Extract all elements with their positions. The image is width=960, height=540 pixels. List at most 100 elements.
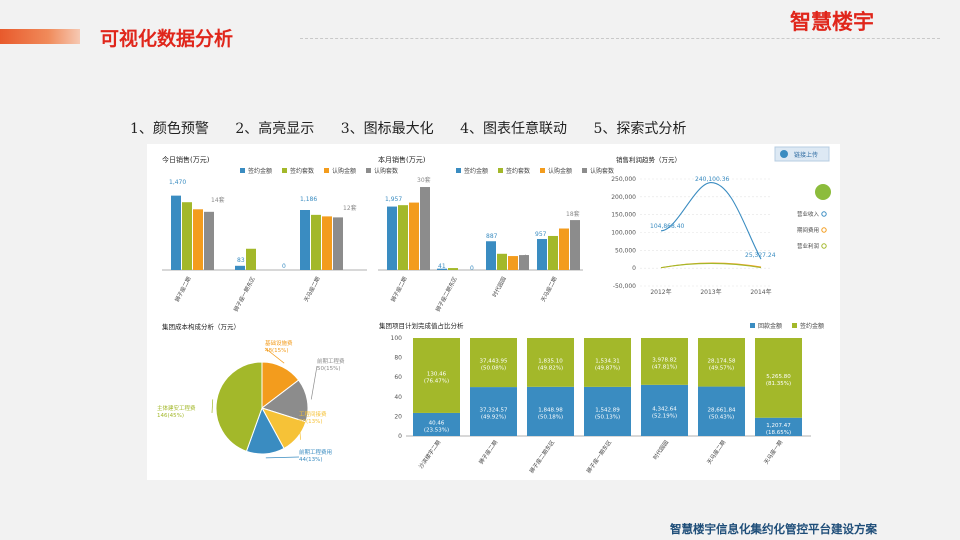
feature-item: 2、高亮显示 bbox=[235, 121, 315, 137]
legend-swatch bbox=[750, 323, 755, 328]
page-title: 可视化数据分析 bbox=[100, 28, 234, 50]
legend-label: 签约套数 bbox=[290, 167, 314, 175]
legend-marker[interactable] bbox=[821, 243, 827, 249]
data-label: 28,174.58 bbox=[708, 358, 736, 364]
x-tick-label: 2014年 bbox=[750, 288, 771, 296]
pie-slice-value: 146(45%) bbox=[157, 413, 184, 419]
legend-label: 认购套数 bbox=[590, 167, 614, 175]
series-line[interactable] bbox=[660, 181, 762, 260]
x-tick-label: 时代园园 bbox=[490, 275, 508, 299]
bar[interactable] bbox=[193, 209, 203, 270]
bar[interactable] bbox=[300, 210, 310, 270]
pie-slice[interactable] bbox=[215, 361, 263, 452]
bar[interactable] bbox=[497, 253, 507, 270]
data-label: 130.46 bbox=[427, 371, 447, 377]
upload-button[interactable] bbox=[774, 146, 830, 162]
legend-swatch bbox=[582, 168, 587, 173]
bar[interactable] bbox=[486, 241, 496, 270]
stacked-bar-segment[interactable] bbox=[470, 387, 517, 436]
bar[interactable] bbox=[235, 265, 245, 270]
legend-label: 营业利润 bbox=[797, 242, 820, 250]
pie-slice-value: 40(13%) bbox=[299, 419, 323, 425]
bar[interactable] bbox=[311, 214, 321, 270]
y-tick-label: 40 bbox=[394, 394, 402, 401]
stacked-bar-segment[interactable] bbox=[527, 338, 574, 387]
bar[interactable] bbox=[437, 268, 447, 270]
x-tick-label: 狮子座二期 bbox=[173, 275, 193, 303]
x-tick-label: 时代园园 bbox=[651, 438, 670, 461]
legend-marker[interactable] bbox=[821, 211, 827, 217]
stacked-bar-segment[interactable] bbox=[584, 386, 631, 436]
stacked-bar-segment[interactable] bbox=[527, 386, 574, 436]
feature-item: 4、图表任意联动 bbox=[460, 121, 568, 137]
bar[interactable] bbox=[398, 205, 408, 270]
y-tick-label: 60 bbox=[394, 374, 402, 381]
data-label: 41 bbox=[438, 263, 446, 270]
data-label: (49.57%) bbox=[709, 365, 734, 371]
data-label: 957 bbox=[535, 231, 547, 238]
data-label: 1,534.31 bbox=[595, 358, 620, 364]
data-label: 12套 bbox=[343, 204, 357, 212]
bar[interactable] bbox=[204, 211, 214, 270]
bar[interactable] bbox=[559, 228, 569, 270]
data-label: 104,868.40 bbox=[650, 223, 685, 230]
data-label: (52.19%) bbox=[652, 413, 677, 419]
data-label: 30套 bbox=[417, 176, 431, 184]
data-label: 887 bbox=[486, 233, 498, 240]
stacked-bar-segment[interactable] bbox=[470, 338, 517, 388]
legend-label: 期间费用 bbox=[797, 226, 819, 234]
stacked-bar-segment[interactable] bbox=[641, 384, 688, 436]
chart-title: 集团成本构成分析（万元） bbox=[162, 322, 240, 331]
bar[interactable] bbox=[548, 235, 558, 270]
pie-leader-line bbox=[265, 456, 300, 459]
bar[interactable] bbox=[448, 268, 458, 270]
stacked-bar-segment[interactable] bbox=[413, 412, 460, 436]
bar[interactable] bbox=[519, 255, 529, 270]
bar[interactable] bbox=[387, 206, 397, 270]
stacked-bar-segment[interactable] bbox=[641, 338, 688, 385]
y-tick-label: 250,000 bbox=[611, 176, 636, 183]
brand-logo-text: 智慧楼宇 bbox=[790, 9, 874, 34]
bar[interactable] bbox=[322, 216, 332, 270]
bar[interactable] bbox=[409, 202, 419, 270]
series-line[interactable] bbox=[660, 262, 762, 269]
y-tick-label: 100 bbox=[391, 335, 403, 342]
data-label: (76.47%) bbox=[424, 378, 449, 384]
data-label: 37,324.57 bbox=[480, 408, 508, 414]
data-label: 1,835.10 bbox=[538, 358, 563, 364]
legend-label: 签约金额 bbox=[800, 322, 824, 330]
data-label: (50.43%) bbox=[709, 414, 734, 420]
bar[interactable] bbox=[537, 238, 547, 270]
pie-slice-name: 工程间接费 bbox=[299, 410, 327, 418]
feature-item: 3、图标最大化 bbox=[340, 121, 434, 137]
stacked-bar-segment[interactable] bbox=[413, 338, 460, 413]
bar[interactable] bbox=[171, 195, 181, 270]
title-accent-bar bbox=[0, 29, 80, 44]
y-tick-label: 100,000 bbox=[611, 230, 636, 237]
bar[interactable] bbox=[420, 187, 430, 270]
legend-marker[interactable] bbox=[821, 227, 827, 233]
data-label: 14套 bbox=[211, 196, 225, 204]
data-label: 0 bbox=[282, 263, 286, 270]
data-label: (47.81%) bbox=[652, 364, 677, 370]
collapse-toggle-icon[interactable] bbox=[815, 184, 831, 200]
y-tick-label: 0 bbox=[632, 265, 636, 272]
y-tick-label: 150,000 bbox=[611, 212, 636, 219]
bar[interactable] bbox=[333, 217, 343, 270]
legend-swatch bbox=[456, 168, 461, 173]
data-label: (81.35%) bbox=[766, 381, 791, 387]
bar[interactable] bbox=[246, 248, 256, 270]
x-tick-label: 狮子座二期 bbox=[477, 438, 500, 466]
bar[interactable] bbox=[508, 256, 518, 270]
stacked-bar-segment[interactable] bbox=[698, 338, 745, 387]
bar[interactable] bbox=[182, 202, 192, 270]
stacked-bar-segment[interactable] bbox=[584, 338, 631, 387]
x-tick-label: 沙滨楼字二期 bbox=[417, 438, 443, 470]
legend-label: 回款金额 bbox=[758, 322, 782, 330]
data-label: (18.65%) bbox=[766, 430, 791, 436]
stacked-bar-segment[interactable] bbox=[755, 417, 802, 436]
bar[interactable] bbox=[570, 220, 580, 270]
stacked-bar-segment[interactable] bbox=[698, 386, 745, 436]
stacked-bar-segment[interactable] bbox=[755, 338, 802, 418]
y-tick-label: -50,000 bbox=[613, 283, 636, 290]
